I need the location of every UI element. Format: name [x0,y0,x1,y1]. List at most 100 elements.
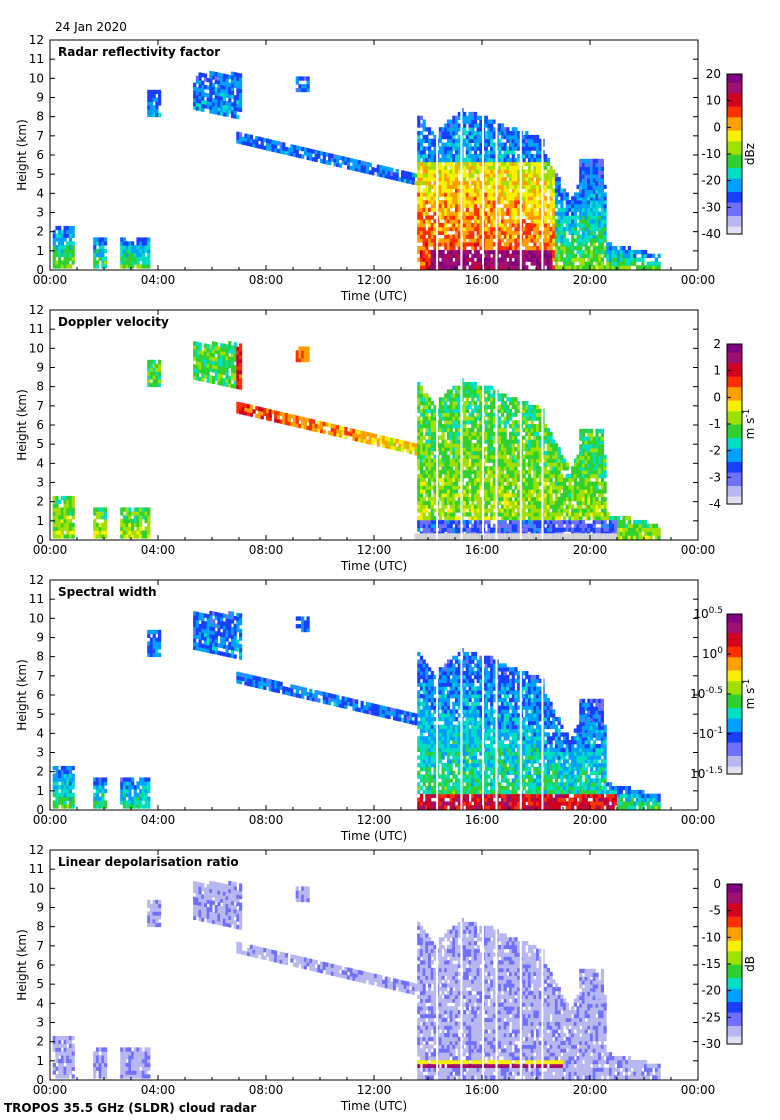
data-cell [576,196,580,201]
data-cell [446,508,451,513]
data-cell [587,174,591,179]
data-cell [592,230,596,235]
data-cell [479,226,483,232]
data-cell [430,161,434,166]
data-cell [506,192,510,197]
data-cell [484,215,488,220]
data-cell [557,184,561,189]
data-cell [455,443,459,448]
data-cell [549,169,553,174]
data-cell [193,86,197,91]
data-cell [455,458,459,463]
data-cell [455,203,459,209]
data-cell [433,154,437,159]
data-cell [284,420,289,425]
data-cell [576,265,580,270]
data-cell [587,249,591,255]
data-cell [476,154,480,159]
data-cell [328,153,332,158]
data-cell [422,401,426,406]
data-cell [544,223,548,228]
data-cell [141,511,145,516]
data-cell [473,131,478,136]
data-cell [446,404,451,410]
data-cell [576,223,580,228]
data-cell [152,109,156,114]
data-cell [457,401,461,406]
data-cell [438,489,442,494]
y-tick-label: 4 [36,186,44,200]
data-cell [492,219,496,224]
data-cell [522,493,526,498]
no-echo-cell [425,533,429,540]
data-cell [66,495,70,501]
data-cell [236,405,240,410]
data-cell [536,165,540,170]
data-cell [206,348,210,353]
data-cell [498,439,502,444]
data-cell [590,234,594,239]
data-cell [554,230,559,235]
data-cell [257,144,262,149]
data-cell [244,133,248,138]
data-cell [557,180,561,186]
data-cell [239,100,243,105]
data-cell [455,211,459,216]
data-cell [441,435,445,440]
data-cell [419,150,424,155]
data-cell [527,226,532,232]
data-cell [527,234,532,239]
data-cell [422,169,426,174]
data-cell [546,177,550,182]
data-cell [654,257,658,262]
data-cell [63,260,67,265]
data-cell [93,245,97,250]
data-cell [498,458,502,463]
data-cell [203,104,208,109]
data-cell [446,516,451,521]
data-cell [500,489,505,494]
data-cell [58,534,62,539]
data-cell [573,192,577,197]
data-cell [455,177,459,182]
data-cell [509,401,513,406]
data-cell [133,518,137,524]
data-cell [303,76,307,81]
data-cell [479,157,483,163]
data-cell [433,424,437,429]
data-cell [473,188,478,193]
data-cell [60,518,64,524]
data-cell [241,406,245,412]
data-cell [422,177,426,182]
data-cell [141,260,145,265]
data-cell [438,253,442,258]
data-cell [533,253,537,258]
data-cell [517,489,521,494]
data-cell [500,265,505,270]
data-cell [206,355,210,360]
data-cell [444,454,448,459]
data-cell [209,86,213,91]
data-cell [425,207,429,212]
data-cell [455,165,459,170]
data-cell [511,458,515,463]
data-cell [336,432,340,437]
data-cell [500,226,505,232]
data-cell [484,519,488,525]
data-cell [514,458,518,463]
data-cell [455,173,459,178]
data-cell [581,193,586,198]
data-cell [449,416,453,421]
data-cell [457,242,461,247]
data-cell [441,512,445,517]
data-cell [579,203,583,209]
data-cell [220,373,224,379]
data-cell [239,140,243,145]
data-cell [463,165,467,170]
data-cell [444,200,448,205]
data-cell [233,353,237,358]
data-cell [533,134,537,140]
data-cell [490,203,494,209]
data-cell [228,90,232,95]
data-cell [449,389,453,394]
